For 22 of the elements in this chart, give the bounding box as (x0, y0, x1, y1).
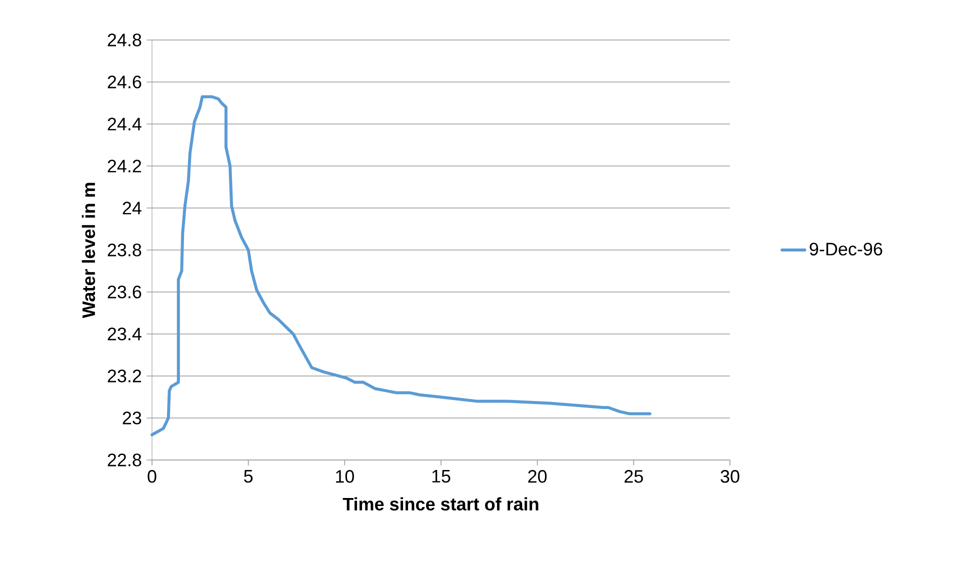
x-tick-label: 5 (244, 470, 253, 483)
y-tick-label: 23.4 (108, 328, 142, 340)
legend-label: 9-Dec-96 (810, 242, 882, 256)
x-axis-title: Time since start of rain (342, 497, 538, 510)
x-tick-label: 0 (148, 470, 156, 483)
x-tick-label: 25 (624, 470, 643, 483)
y-tick-label: 22.8 (108, 454, 142, 466)
y-tick-label: 24.2 (108, 160, 142, 172)
x-tick-label: 10 (336, 470, 354, 483)
y-tick-label: 23.8 (108, 244, 142, 256)
y-tick-label: 23 (122, 412, 142, 424)
y-tick-label: 24.8 (108, 34, 142, 46)
y-tick-label: 24.4 (108, 118, 142, 130)
line-series (150, 95, 652, 436)
x-tick-label: 20 (528, 470, 547, 483)
x-tick-label: 15 (432, 470, 450, 483)
x-tick-label: 30 (720, 470, 740, 483)
y-axis-title: Water level in m (82, 182, 96, 318)
y-tick-label: 24 (122, 202, 142, 214)
y-tick-label: 23.6 (108, 286, 142, 298)
y-tick-label: 24.6 (108, 76, 142, 88)
y-tick-label: 23.2 (108, 370, 142, 382)
